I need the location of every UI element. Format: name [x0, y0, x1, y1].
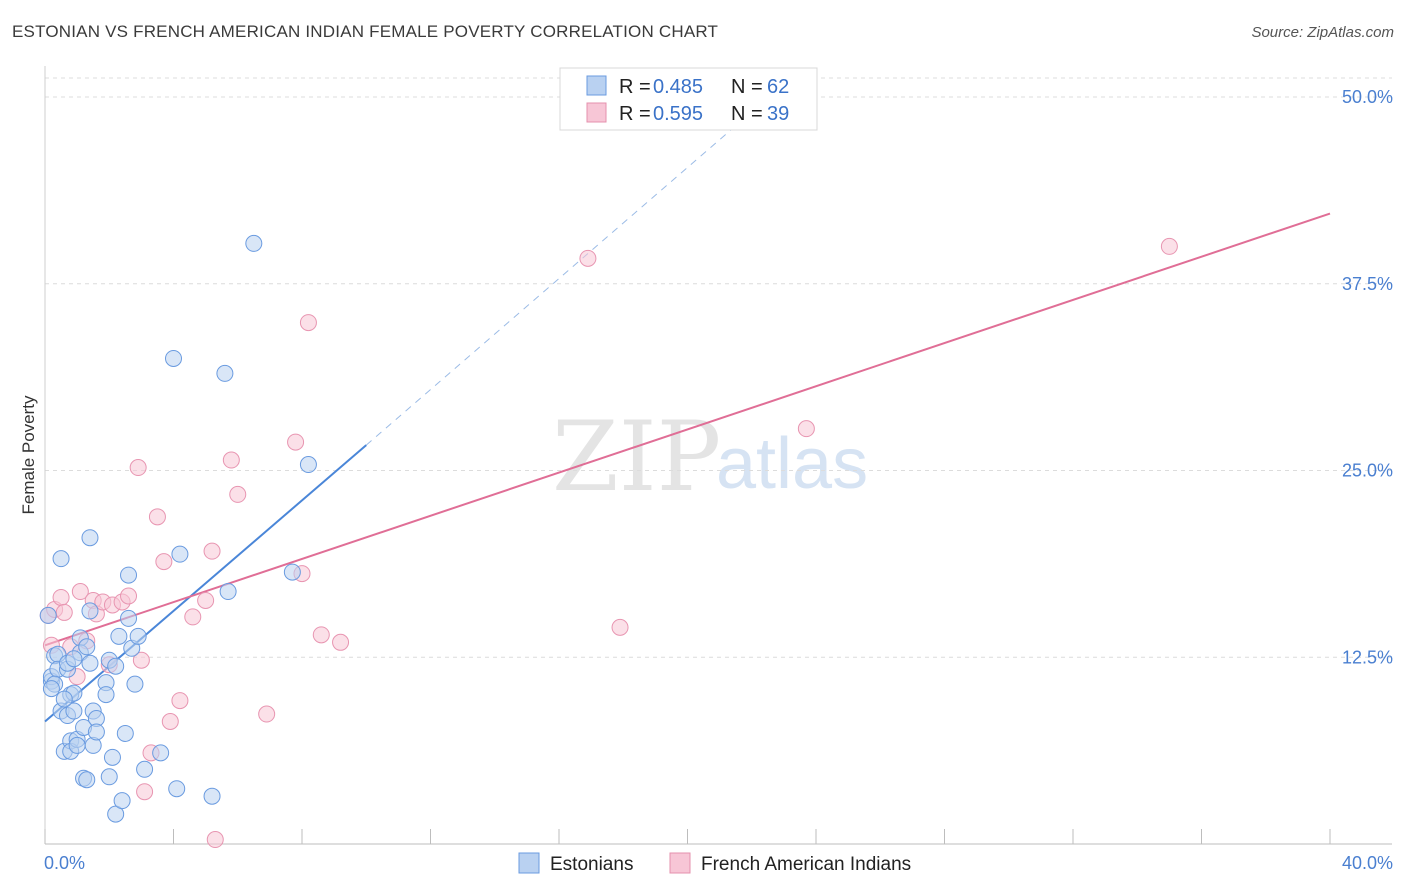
y-tick-label-3: 50.0%: [1342, 87, 1393, 107]
french-american-indian-points: [39, 237, 1178, 849]
estonian-point-38: [113, 792, 131, 810]
legend-n-value-1: 62: [767, 76, 789, 98]
estonian-point-47: [165, 349, 182, 367]
estonian-point-50: [203, 787, 221, 805]
legend-swatch-french: [586, 102, 607, 123]
watermark-zip: ZIP: [552, 401, 721, 513]
watermark-atlas: atlas: [716, 424, 868, 504]
legend-n-label-2: N =: [731, 103, 763, 125]
french-point-38: [797, 420, 815, 438]
estonian-point-48: [168, 780, 186, 798]
french-point-17: [132, 651, 150, 669]
estonian-point-57: [55, 690, 73, 708]
estonian-point-52: [219, 583, 237, 601]
french-point-27: [206, 831, 224, 849]
french-point-25: [197, 591, 215, 609]
estonian-point-30: [87, 723, 105, 741]
french-point-16: [129, 459, 147, 477]
french-point-15: [120, 587, 138, 605]
gridlines: [45, 77, 1392, 658]
legend-r-label-1: R =: [619, 76, 651, 98]
french-point-3: [52, 588, 70, 606]
french-point-22: [161, 712, 179, 730]
estonian-point-45: [136, 760, 154, 778]
estonian-point-43: [126, 675, 144, 693]
estonian-point-16: [65, 702, 83, 720]
estonian-point-60: [65, 650, 83, 668]
french-point-34: [312, 626, 330, 644]
stats-legend: R = 0.485 N = 62 R = 0.595 N = 39: [559, 67, 818, 131]
estonian-point-59: [107, 657, 125, 675]
y-axis-label: Female Poverty: [19, 395, 38, 515]
estonian-point-18: [68, 736, 86, 754]
source-label: Source: ZipAtlas.com: [1251, 24, 1394, 41]
y-tick-label-2: 37.5%: [1342, 274, 1393, 294]
estonian-point-39: [116, 724, 134, 742]
series-legend-label-estonians: Estonians: [550, 854, 633, 875]
french-point-26: [203, 542, 221, 560]
estonian-point-53: [245, 234, 263, 252]
legend-r-value-1: 0.485: [653, 76, 703, 98]
french-point-29: [229, 485, 247, 503]
trend-lines: [44, 111, 1331, 723]
french-point-20: [148, 508, 166, 526]
legend-n-label-1: N =: [731, 76, 763, 98]
estonians-trend-extension: [365, 111, 753, 446]
legend-swatch-estonians: [586, 75, 607, 96]
french-point-36: [579, 249, 597, 267]
estonian-point-61: [42, 680, 60, 698]
x-tick-label-1: 40.0%: [1342, 853, 1393, 873]
estonian-point-54: [283, 563, 301, 581]
series-legend: Estonians French American Indians: [518, 852, 911, 875]
estonian-point-26: [81, 602, 99, 620]
estonian-point-55: [299, 456, 317, 474]
french-point-21: [155, 553, 173, 571]
legend-r-value-2: 0.595: [653, 103, 703, 125]
series-legend-swatch-french: [669, 852, 691, 874]
axes: [44, 66, 1392, 845]
series-legend-swatch-estonians: [518, 852, 540, 874]
french-point-4: [55, 603, 73, 621]
estonian-point-25: [81, 654, 99, 672]
estonian-point-58: [78, 771, 96, 789]
french-trend-line: [44, 212, 1331, 647]
french-point-28: [222, 451, 240, 469]
chart-title: ESTONIAN VS FRENCH AMERICAN INDIAN FEMAL…: [12, 22, 719, 41]
estonian-point-32: [97, 686, 115, 704]
estonian-point-49: [171, 545, 189, 563]
estonian-point-46: [152, 744, 170, 762]
french-point-18: [136, 783, 154, 801]
estonian-points: [39, 234, 317, 823]
tick-labels: 12.5% 25.0% 37.5% 50.0% 0.0% 40.0%: [44, 87, 1393, 873]
french-point-24: [184, 608, 202, 626]
estonian-point-23: [78, 638, 96, 656]
estonian-point-35: [103, 748, 121, 766]
estonian-point-0: [39, 606, 57, 624]
estonian-point-40: [120, 566, 138, 584]
legend-n-value-2: 39: [767, 103, 789, 125]
estonians-trend-line: [44, 444, 367, 723]
french-point-33: [299, 314, 317, 332]
french-point-30: [258, 705, 276, 723]
legend-r-label-2: R =: [619, 103, 651, 125]
estonian-point-24: [81, 529, 99, 547]
french-point-23: [171, 692, 189, 710]
series-legend-label-french: French American Indians: [701, 854, 911, 875]
estonian-point-34: [100, 768, 118, 786]
estonian-point-41: [120, 609, 138, 627]
french-point-31: [287, 433, 305, 451]
french-point-35: [332, 633, 350, 651]
y-tick-label-0: 12.5%: [1342, 647, 1393, 667]
estonian-point-6: [52, 550, 70, 568]
french-point-7: [71, 583, 89, 601]
french-point-37: [611, 618, 629, 636]
french-point-39: [1160, 237, 1178, 255]
estonian-point-44: [129, 627, 147, 645]
y-tick-label-1: 25.0%: [1342, 461, 1393, 481]
estonian-point-51: [216, 364, 234, 382]
x-tick-label-0: 0.0%: [44, 853, 85, 873]
estonian-point-37: [110, 627, 128, 645]
